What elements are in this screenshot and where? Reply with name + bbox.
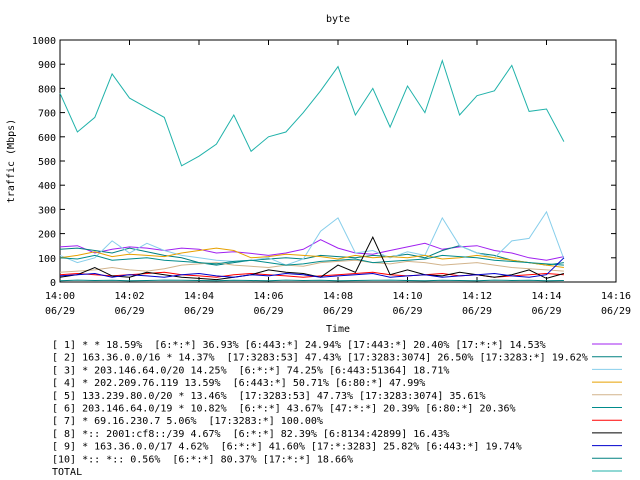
legend-entry-label: [ 6] 203.146.64.0/19 * 10.82% [6:*:*] 43… — [52, 404, 516, 415]
y-tick-label: 700 — [38, 109, 56, 120]
legend-entry-label: [ 7] * 69.16.230.7 5.06% [17:3283:*] 100… — [52, 416, 323, 427]
x-tick-time-label: 14:00 — [45, 291, 75, 302]
x-tick-time-label: 14:14 — [531, 291, 561, 302]
x-tick-date-label: 06/29 — [114, 306, 144, 317]
series-line-3 — [59, 210, 565, 266]
y-axis-ticks: 0 100 200 300 400 500 600 700 800 900 1000 — [32, 36, 616, 289]
x-tick-time-label: 14:12 — [462, 291, 492, 302]
x-tick-date-label: 06/29 — [45, 306, 75, 317]
x-tick-time-label: 14:10 — [392, 291, 422, 302]
y-tick-label: 500 — [38, 157, 56, 168]
y-tick-label: 200 — [38, 230, 56, 241]
y-axis-label: traffic (Mbps) — [6, 119, 17, 203]
y-tick-label: 300 — [38, 205, 56, 216]
legend-entry-label: [10] *:: *:: 0.56% [6:*:*] 80.37% [17:*:… — [52, 454, 353, 465]
series-line-11 — [59, 58, 565, 167]
x-tick-date-label: 06/29 — [601, 306, 631, 317]
x-tick-time-label: 14:04 — [184, 291, 214, 302]
series-line-5 — [59, 259, 564, 273]
x-tick-date-label: 06/29 — [462, 306, 492, 317]
y-tick-label: 800 — [38, 84, 56, 95]
y-tick-label: 600 — [38, 133, 56, 144]
y-tick-label: 100 — [38, 254, 56, 265]
legend-entry-label: [ 4] * 202.209.76.119 13.59% [6:443:*] 5… — [52, 378, 425, 389]
series-line-10 — [59, 279, 564, 282]
x-tick-date-label: 06/29 — [531, 306, 561, 317]
series-line-9 — [59, 257, 565, 278]
legend-entry-label: [ 1] * * 18.59% [6:*:*] 36.93% [6:443:*]… — [52, 340, 546, 351]
x-axis-ticks: 14:00 06/29 14:02 06/29 14:04 06/29 14:06 06/29… — [45, 40, 631, 317]
legend-entry-label: [ 2] 163.36.0.0/16 * 14.37% [17:3283:53]… — [52, 353, 588, 364]
legend-entry-label: [ 3] * 203.146.64.0/20 14.25% [6:*:*] 74… — [52, 365, 449, 376]
x-tick-time-label: 14:16 — [601, 291, 631, 302]
legend-entry-label: [ 5] 133.239.80.0/20 * 13.46% [17:3283:5… — [52, 391, 485, 402]
legend-entry-label: [ 9] * 163.36.0.0/17 4.62% [6:*:*] 41.60… — [52, 442, 522, 453]
legend-entry-label: TOTAL — [52, 467, 82, 478]
series-line-8 — [59, 236, 565, 281]
x-tick-time-label: 14:06 — [253, 291, 283, 302]
legend-entry-label: [ 8] *:: 2001:cf8::/39 4.67% [6:*:*] 82.… — [52, 429, 449, 440]
series-line-6 — [59, 254, 564, 266]
x-tick-time-label: 14:02 — [114, 291, 144, 302]
x-tick-time-label: 14:08 — [323, 291, 353, 302]
y-tick-label: 400 — [38, 181, 56, 192]
x-tick-date-label: 06/29 — [392, 306, 422, 317]
x-axis-label: Time — [326, 324, 350, 335]
chart-title: byte — [326, 14, 350, 25]
series-line-4 — [59, 247, 564, 268]
y-tick-label: 900 — [38, 60, 56, 71]
x-tick-date-label: 06/29 — [184, 306, 214, 317]
series-lines — [59, 58, 565, 282]
y-tick-label: 1000 — [32, 36, 56, 47]
x-tick-date-label: 06/29 — [253, 306, 283, 317]
y-tick-label: 0 — [50, 278, 56, 289]
x-tick-date-label: 06/29 — [323, 306, 353, 317]
legend: [ 1] * * 18.59% [6:*:*] 36.93% [6:443:*]… — [52, 340, 622, 478]
